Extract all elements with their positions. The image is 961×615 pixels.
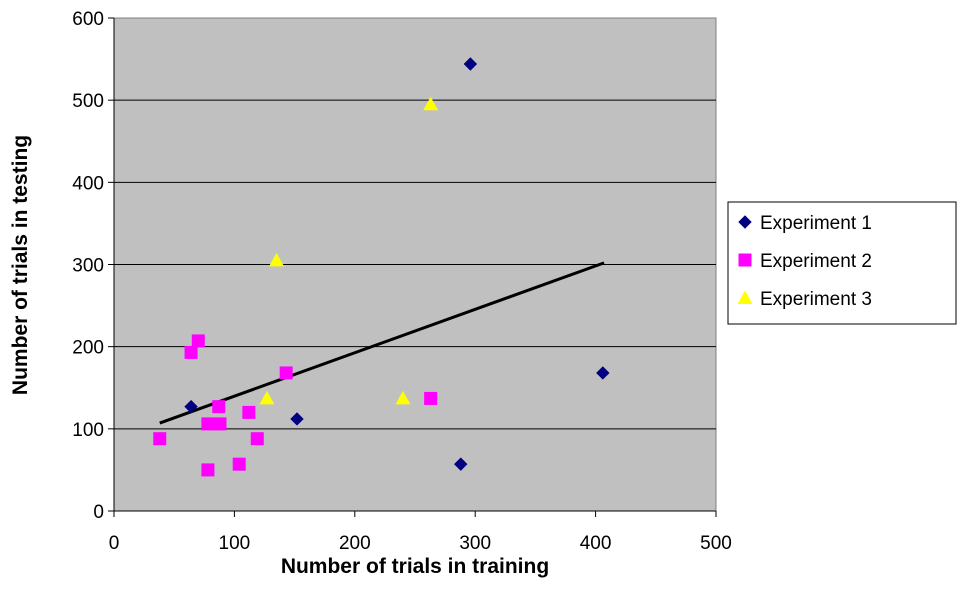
triangle-point — [423, 96, 439, 111]
y-tick-labels: 0 100 200 300 400 500 600 — [72, 9, 104, 523]
square-point — [250, 432, 264, 446]
square-point — [242, 405, 256, 419]
square-point — [191, 334, 205, 348]
diamond-point — [463, 57, 478, 71]
triangle-point — [395, 390, 411, 405]
x-axis-title: Number of trials in training — [281, 555, 549, 578]
y-axis-title: Number of trials in testing — [9, 135, 32, 395]
y-tick-label: 500 — [72, 91, 104, 112]
square-point — [232, 457, 246, 471]
y-tick-label: 200 — [72, 338, 104, 359]
x-tick-label: 500 — [700, 533, 732, 554]
x-tick-labels: 0 100 200 300 400 500 — [109, 533, 732, 554]
square-point — [213, 417, 227, 431]
legend-diamond-swatch — [738, 215, 752, 229]
x-tick-label: 300 — [459, 533, 491, 554]
legend-box — [727, 201, 957, 325]
legend-label: Experiment 2 — [760, 251, 872, 272]
square-point — [184, 345, 198, 359]
triangle-point — [269, 252, 285, 267]
square-point — [201, 463, 215, 477]
series-1 — [184, 57, 610, 471]
trendline-group — [159, 261, 605, 425]
trendline — [159, 261, 605, 425]
axes — [108, 17, 717, 517]
triangle-point — [259, 390, 275, 405]
diamond-point — [596, 366, 610, 380]
y-tick-label: 100 — [72, 420, 104, 441]
x-tick-label: 100 — [219, 533, 251, 554]
series-3 — [259, 96, 439, 405]
legend: Experiment 1 Experiment 2 Experiment 3 — [727, 201, 957, 325]
data-points — [153, 57, 610, 477]
y-tick-label: 300 — [72, 256, 104, 277]
x-tick-label: 0 — [109, 533, 120, 554]
diamond-point — [290, 412, 304, 426]
square-point — [279, 366, 293, 380]
y-tick-label: 0 — [93, 502, 104, 523]
series-2 — [153, 334, 438, 477]
square-point — [153, 432, 167, 446]
square-point — [424, 391, 438, 405]
square-point — [201, 417, 215, 431]
y-tick-label: 400 — [72, 173, 104, 194]
y-tick-label: 600 — [72, 9, 104, 30]
legend-label: Experiment 1 — [760, 213, 872, 234]
legend-square-swatch — [738, 253, 752, 267]
x-tick-label: 400 — [580, 533, 612, 554]
x-tick-label: 200 — [339, 533, 371, 554]
square-point — [212, 400, 226, 414]
legend-triangle-swatch — [737, 290, 753, 304]
diamond-point — [454, 457, 468, 471]
legend-label: Experiment 3 — [760, 289, 872, 310]
diamond-point — [184, 399, 198, 414]
